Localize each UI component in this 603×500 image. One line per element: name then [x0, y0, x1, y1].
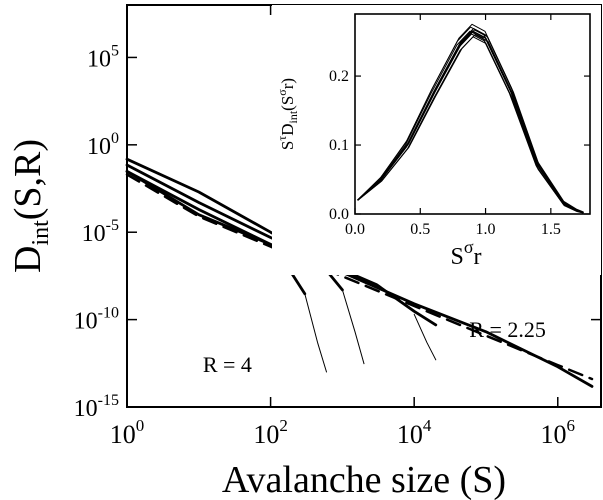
- inset-series: [357, 23, 584, 214]
- inset-chart: 0.0 0.5 1.0 1.5 0.0 0.1 0.2 Sσr SτDint(Sσr): [272, 5, 601, 275]
- inset-plot-frame: [354, 13, 591, 215]
- inset-x-axis-label: Sσr: [450, 237, 481, 270]
- main-annotations: R = 2.25 R = 4: [203, 317, 546, 377]
- main-y-tick-label: 100: [87, 130, 119, 160]
- inset-x-tick-label: 0.5: [410, 221, 430, 238]
- main-x-axis-label: Avalanche size (S): [222, 459, 506, 500]
- main-series: [125, 157, 594, 388]
- main-y-tick-label: 105: [87, 42, 119, 72]
- main-annotation-2: R = 4: [203, 352, 252, 377]
- main-x-tick-label: 106: [541, 416, 576, 449]
- main-x-tick-label: 100: [110, 416, 145, 449]
- inset-y-tick-label: 0.0: [329, 206, 349, 223]
- inset-y-tick-label: 0.2: [329, 68, 349, 85]
- main-x-tick-label: 104: [397, 416, 432, 449]
- main-y-tick-label: 10-15: [74, 392, 119, 422]
- main-chart: 100 102 104 106 105 100 10-5 10-10 10-15 R = 2.2…: [7, 4, 602, 500]
- main-ticks: 100 102 104 106 105 100 10-5 10-10 10-15: [74, 5, 601, 449]
- inset-y-tick-label: 0.1: [329, 137, 349, 154]
- inset-x-tick-label: 1.5: [541, 221, 561, 238]
- inset-curve-9: [357, 30, 584, 214]
- main-y-axis-label: Dint(S,R): [7, 139, 54, 273]
- main-series-line-7: [304, 293, 327, 373]
- inset-background: [272, 5, 601, 275]
- main-y-tick-label: 10-10: [74, 305, 119, 335]
- main-series-line-3: [413, 313, 437, 361]
- inset-x-tick-label: 0.0: [345, 221, 365, 238]
- main-y-tick-label: 10-5: [82, 217, 119, 247]
- main-series-line-5: [341, 289, 365, 365]
- main-series-line-1: [125, 170, 594, 388]
- main-series-line-8: [125, 173, 594, 381]
- inset-curve-7: [357, 23, 584, 213]
- inset-y-axis-label: SτDint(Sσr): [275, 78, 300, 150]
- inset-ticks: 0.0 0.5 1.0 1.5 0.0 0.1 0.2: [329, 14, 590, 238]
- main-x-tick-label: 102: [253, 416, 288, 449]
- main-annotation-1: R = 2.25: [469, 317, 546, 342]
- main-series-line-6: [125, 170, 307, 296]
- inset-x-tick-label: 1.0: [476, 221, 496, 238]
